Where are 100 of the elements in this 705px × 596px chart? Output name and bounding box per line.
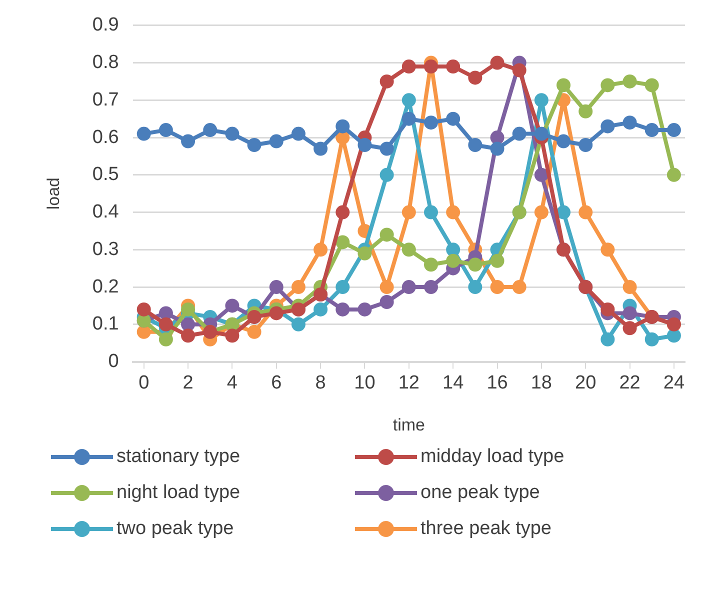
legend-label: midday load type bbox=[420, 446, 564, 468]
point bbox=[358, 138, 372, 152]
point bbox=[534, 93, 548, 108]
point bbox=[600, 332, 615, 346]
point bbox=[314, 242, 328, 257]
point bbox=[269, 134, 284, 148]
y-tick-label: 0.9 bbox=[92, 14, 119, 36]
point bbox=[534, 126, 548, 141]
point bbox=[402, 60, 416, 74]
point bbox=[336, 235, 350, 250]
point bbox=[380, 142, 394, 156]
point bbox=[600, 302, 615, 316]
point bbox=[644, 78, 659, 92]
point bbox=[380, 168, 394, 182]
point bbox=[468, 258, 482, 272]
point bbox=[644, 332, 659, 346]
point bbox=[158, 306, 173, 320]
point bbox=[468, 280, 482, 294]
point bbox=[380, 228, 394, 242]
x-tick-label: 6 bbox=[271, 372, 282, 394]
point bbox=[600, 78, 615, 92]
y-tick-label: 0.5 bbox=[92, 164, 119, 186]
point bbox=[446, 254, 460, 268]
point bbox=[314, 302, 328, 316]
point bbox=[556, 205, 571, 220]
y-tick-label: 0.8 bbox=[92, 52, 119, 74]
x-axis-title: time bbox=[392, 415, 425, 434]
point bbox=[490, 254, 504, 268]
point bbox=[578, 104, 593, 118]
point bbox=[380, 280, 394, 294]
x-tick-label: 18 bbox=[530, 372, 552, 394]
point bbox=[402, 205, 416, 220]
legend-label: three peak type bbox=[420, 518, 552, 540]
point bbox=[247, 138, 262, 152]
legend-label: stationary type bbox=[116, 446, 240, 468]
point bbox=[644, 123, 659, 138]
y-tick-label: 0.6 bbox=[92, 126, 119, 148]
point bbox=[446, 205, 460, 220]
point bbox=[181, 134, 196, 148]
point bbox=[600, 242, 615, 257]
x-tick-label: 24 bbox=[663, 372, 685, 394]
point bbox=[578, 138, 593, 152]
x-tick-label: 8 bbox=[315, 372, 326, 394]
point bbox=[136, 302, 151, 316]
x-tick-label: 0 bbox=[138, 372, 150, 394]
legend-label: one peak type bbox=[420, 482, 540, 504]
point bbox=[225, 126, 240, 141]
point bbox=[269, 306, 284, 320]
point bbox=[424, 258, 438, 272]
y-tick-label: 0 bbox=[108, 351, 119, 372]
point bbox=[424, 205, 438, 220]
point bbox=[158, 123, 173, 138]
point bbox=[534, 168, 548, 182]
point bbox=[622, 280, 637, 294]
x-tick-label: 12 bbox=[398, 372, 420, 394]
legend-label: two peak type bbox=[116, 518, 234, 540]
point bbox=[402, 280, 416, 294]
y-tick-label: 0.4 bbox=[92, 202, 120, 223]
point bbox=[380, 74, 394, 88]
point bbox=[336, 119, 350, 134]
point bbox=[490, 56, 504, 70]
point bbox=[424, 60, 438, 74]
point bbox=[512, 63, 526, 78]
point bbox=[181, 328, 196, 343]
point bbox=[247, 324, 262, 339]
point bbox=[666, 123, 681, 138]
point bbox=[181, 302, 196, 316]
point bbox=[446, 112, 460, 126]
y-tick-label: 0.2 bbox=[92, 276, 119, 298]
point bbox=[424, 280, 438, 294]
point bbox=[136, 126, 151, 141]
point bbox=[269, 280, 284, 294]
y-axis-title: load bbox=[44, 178, 63, 210]
x-tick-label: 14 bbox=[442, 372, 464, 394]
point bbox=[424, 116, 438, 130]
point bbox=[336, 302, 350, 316]
point bbox=[622, 74, 637, 88]
point bbox=[556, 134, 571, 148]
point bbox=[468, 70, 482, 85]
point bbox=[534, 205, 548, 220]
point bbox=[490, 280, 504, 294]
x-tick-label: 22 bbox=[619, 372, 640, 394]
point bbox=[666, 168, 681, 182]
point bbox=[314, 142, 328, 156]
point bbox=[622, 306, 637, 320]
point bbox=[203, 123, 218, 138]
point bbox=[622, 321, 637, 336]
point bbox=[600, 119, 615, 134]
y-tick-label: 0.7 bbox=[92, 89, 119, 110]
point bbox=[291, 317, 306, 332]
point bbox=[446, 60, 460, 74]
x-tick-label: 16 bbox=[486, 372, 508, 394]
point bbox=[158, 317, 173, 332]
point bbox=[336, 205, 350, 220]
y-tick-label: 0.3 bbox=[92, 238, 119, 260]
point bbox=[622, 116, 637, 130]
point bbox=[512, 126, 526, 141]
point bbox=[468, 138, 482, 152]
point bbox=[490, 142, 504, 156]
point bbox=[358, 302, 372, 316]
